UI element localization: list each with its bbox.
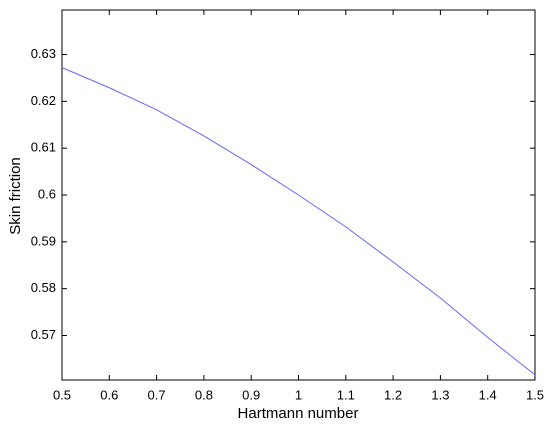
y-tick-label: 0.63 [31, 46, 56, 61]
x-tick-label: 0.6 [100, 387, 118, 402]
y-tick-label: 0.61 [31, 140, 56, 155]
x-tick-label: 1.2 [384, 387, 402, 402]
x-tick-label: 1.1 [337, 387, 355, 402]
x-tick-label: 1.4 [479, 387, 497, 402]
x-tick-label: 0.5 [53, 387, 71, 402]
x-tick-label: 0.9 [242, 387, 260, 402]
y-tick-label: 0.58 [31, 280, 56, 295]
y-axis-label: Skin friction [7, 157, 24, 235]
x-axis-label: Hartmann number [238, 405, 359, 422]
y-tick-label: 0.62 [31, 93, 56, 108]
data-line [61, 67, 536, 376]
x-tick-label: 1.5 [526, 387, 544, 402]
x-tick-label: 0.8 [195, 387, 213, 402]
x-tick-label: 0.7 [148, 387, 166, 402]
y-tick-label: 0.57 [31, 327, 56, 342]
x-tick-label: 1.3 [431, 387, 449, 402]
y-tick-label: 0.6 [38, 186, 56, 201]
x-tick-label: 1 [295, 387, 302, 402]
y-tick-label: 0.59 [31, 233, 56, 248]
